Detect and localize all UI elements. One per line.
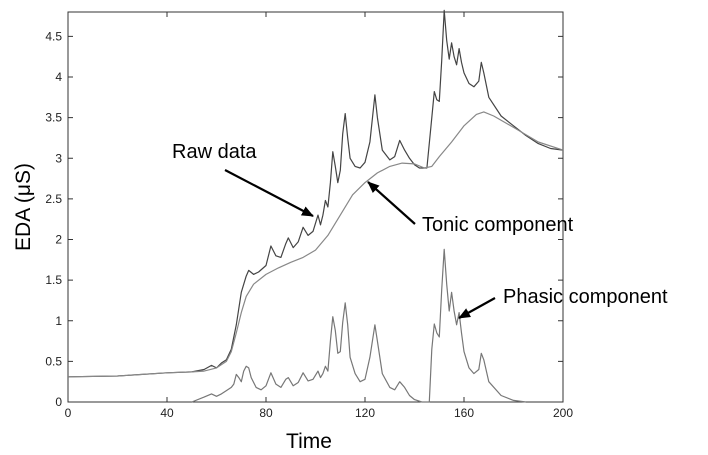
y-tick-label-7: 3.5 bbox=[45, 111, 62, 125]
series-line-tonic bbox=[67, 111, 564, 378]
axis-ticks: 0 40 80 120 160 200 0 0.5 1 1.5 2 2.5 3 3.5 4 4.5 bbox=[45, 12, 573, 420]
series-lines bbox=[67, 9, 564, 403]
plot-frame bbox=[67, 11, 564, 403]
annotation-raw: Raw data bbox=[172, 141, 314, 217]
y-tick-label-3: 1.5 bbox=[45, 273, 62, 287]
y-tick-label-4: 2 bbox=[55, 233, 62, 247]
annotation-tonic-arrow bbox=[367, 181, 416, 225]
y-tick-label-2: 1 bbox=[55, 314, 62, 328]
x-tick-label-160: 160 bbox=[454, 406, 474, 420]
y-tick-label-1: 0.5 bbox=[45, 354, 62, 368]
x-tick-label-40: 40 bbox=[160, 406, 174, 420]
plot-area bbox=[67, 11, 564, 403]
annotation-phasic: Phasic component bbox=[458, 286, 668, 319]
annotation-tonic: Tonic component bbox=[367, 181, 574, 236]
series-line-raw bbox=[67, 9, 564, 378]
y-axis-title: EDA (μS) bbox=[12, 163, 35, 251]
annotation-phasic-label: Phasic component bbox=[503, 286, 668, 308]
series-line-phasic bbox=[191, 248, 526, 403]
annotation-tonic-label: Tonic component bbox=[422, 214, 574, 236]
y-tick-label-9: 4.5 bbox=[45, 29, 62, 43]
annotation-raw-label: Raw data bbox=[172, 141, 257, 163]
y-tick-label-0: 0 bbox=[55, 395, 62, 409]
x-tick-label-200: 200 bbox=[553, 406, 573, 420]
x-tick-label-0: 0 bbox=[65, 406, 72, 420]
y-tick-label-8: 4 bbox=[55, 70, 62, 84]
y-tick-label-6: 3 bbox=[55, 151, 62, 165]
y-tick-label-5: 2.5 bbox=[45, 192, 62, 206]
annotation-raw-arrow bbox=[224, 169, 314, 217]
x-tick-label-80: 80 bbox=[259, 406, 273, 420]
annotation-phasic-arrow bbox=[458, 297, 496, 319]
x-axis-title: Time bbox=[286, 430, 332, 453]
x-tick-label-120: 120 bbox=[355, 406, 375, 420]
